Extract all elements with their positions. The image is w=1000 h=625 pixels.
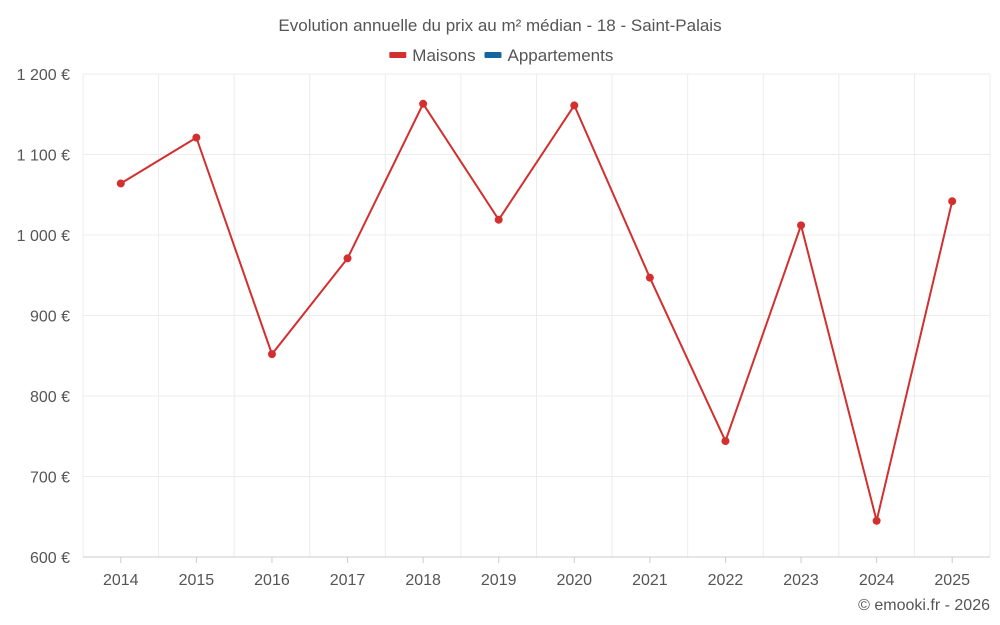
legend-swatch[interactable] [389, 52, 407, 58]
x-tick-label: 2014 [103, 572, 139, 589]
legend-label[interactable]: Appartements [508, 46, 614, 65]
x-tick-label: 2019 [481, 572, 517, 589]
data-point[interactable] [797, 221, 806, 230]
x-tick-label: 2017 [330, 572, 366, 589]
data-point[interactable] [192, 133, 201, 142]
credit-text: © emooki.fr - 2026 [858, 597, 990, 614]
legend: Maisons Appartements [389, 46, 613, 65]
series-layer [116, 99, 957, 525]
series-line-maisons [120, 101, 954, 522]
y-tick-label: 1 100 € [17, 148, 70, 165]
x-tick-label: 2016 [254, 572, 290, 589]
y-tick-label: 700 € [30, 470, 70, 487]
x-tick-label: 2021 [632, 572, 668, 589]
data-point[interactable] [267, 350, 276, 359]
data-point[interactable] [419, 99, 428, 108]
y-tick-label: 600 € [30, 550, 70, 567]
legend-swatch[interactable] [484, 52, 502, 58]
data-point[interactable] [721, 437, 730, 446]
x-axis: 2014 2015 2016 2017 2018 2019 2020 2021 2022 2023… [83, 556, 990, 589]
grid [82, 73, 991, 557]
chart-title: Evolution annuelle du prix au m² médian … [278, 16, 721, 35]
data-point[interactable] [494, 215, 503, 224]
y-tick-label: 1 000 € [17, 228, 70, 245]
data-point[interactable] [645, 273, 654, 282]
data-point[interactable] [116, 179, 125, 188]
legend-label[interactable]: Maisons [412, 46, 475, 65]
x-tick-label: 2020 [556, 572, 592, 589]
x-tick-label: 2018 [405, 572, 441, 589]
x-tick-label: 2015 [179, 572, 215, 589]
data-point[interactable] [570, 101, 579, 110]
x-tick-label: 2023 [783, 572, 819, 589]
data-point[interactable] [872, 516, 881, 525]
x-tick-label: 2025 [934, 572, 970, 589]
y-tick-label: 900 € [30, 309, 70, 326]
data-point[interactable] [948, 197, 957, 206]
y-tick-label: 800 € [30, 389, 70, 406]
y-axis: 600 € 700 € 800 € 900 € 1 000 € 1 100 € 1 200 … [17, 67, 70, 567]
data-point[interactable] [343, 254, 352, 263]
x-tick-label: 2024 [859, 572, 895, 589]
y-tick-label: 1 200 € [17, 67, 70, 84]
x-tick-label: 2022 [708, 572, 744, 589]
